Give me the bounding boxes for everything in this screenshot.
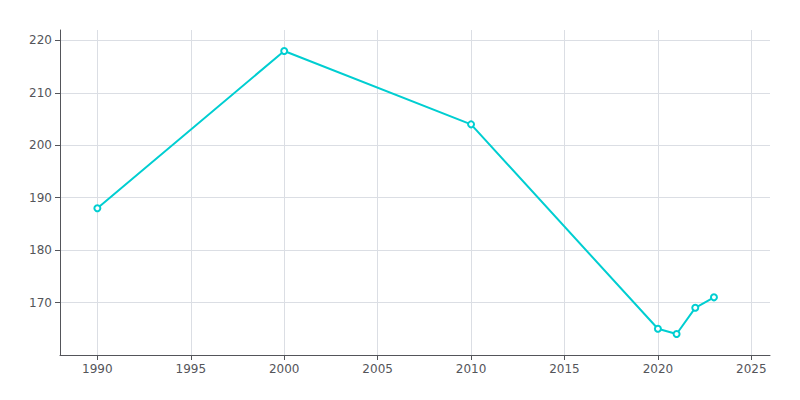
svg-text:170: 170 <box>29 296 52 310</box>
svg-text:210: 210 <box>29 86 52 100</box>
svg-text:1995: 1995 <box>176 362 207 376</box>
svg-text:2020: 2020 <box>643 362 674 376</box>
svg-text:200: 200 <box>29 138 52 152</box>
svg-text:1990: 1990 <box>82 362 113 376</box>
svg-text:2025: 2025 <box>736 362 767 376</box>
svg-text:220: 220 <box>29 33 52 47</box>
svg-text:2000: 2000 <box>269 362 300 376</box>
svg-text:2010: 2010 <box>456 362 487 376</box>
svg-text:190: 190 <box>29 191 52 205</box>
svg-text:2015: 2015 <box>549 362 580 376</box>
svg-text:180: 180 <box>29 243 52 257</box>
svg-text:2005: 2005 <box>362 362 393 376</box>
